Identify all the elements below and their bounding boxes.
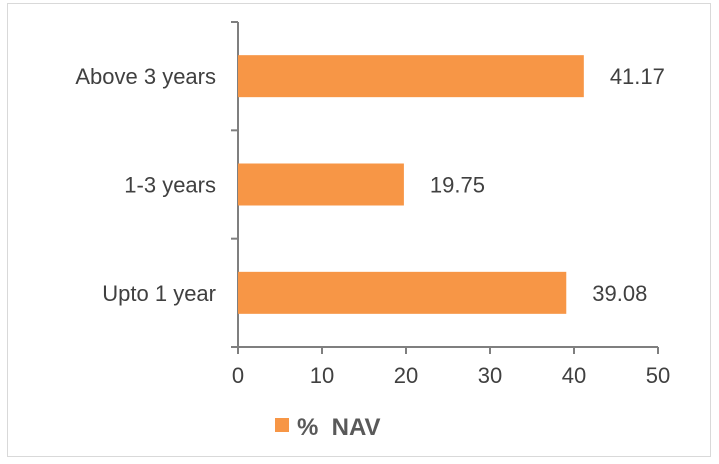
x-tick-label: 50 [646, 363, 670, 388]
x-tick-label: 20 [394, 363, 418, 388]
legend-label: % NAV [297, 414, 381, 441]
bar [238, 163, 404, 206]
x-tick-label: 40 [562, 363, 586, 388]
x-tick-label: 10 [310, 363, 334, 388]
legend-swatch [275, 418, 289, 432]
legend: % NAV [275, 414, 381, 441]
category-label: Upto 1 year [102, 281, 216, 306]
bars [238, 55, 584, 314]
x-tick-label: 30 [478, 363, 502, 388]
data-label: 39.08 [592, 281, 647, 306]
labels: 0 10 20 30 40 50 Above 3 years 41.17 1-3 years 19… [75, 64, 670, 388]
category-label: 1-3 years [124, 173, 216, 198]
x-tick-label: 0 [232, 363, 244, 388]
data-label: 41.17 [610, 64, 665, 89]
bar [238, 55, 584, 98]
bar [238, 271, 567, 314]
data-label: 19.75 [430, 173, 485, 198]
category-label: Above 3 years [75, 64, 216, 89]
